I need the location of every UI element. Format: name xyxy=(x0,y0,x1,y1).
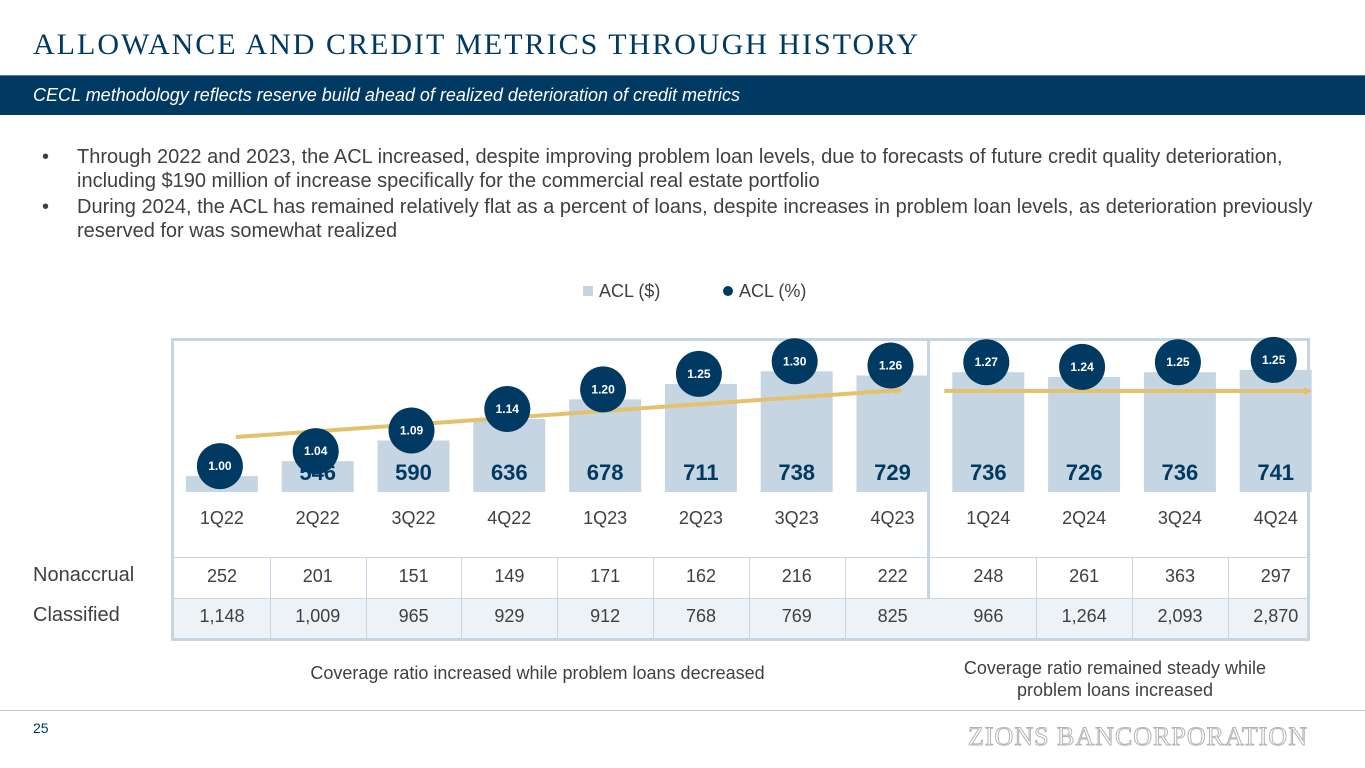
table-column-line xyxy=(1227,558,1229,638)
table-column-line xyxy=(269,558,271,638)
table-cell: 1,264 xyxy=(1061,606,1107,626)
table-row-band xyxy=(174,598,1307,638)
table-column-line xyxy=(557,558,559,638)
bullet-item: • Through 2022 and 2023, the ACL increas… xyxy=(42,145,1332,193)
bullet-item: • During 2024, the ACL has remained rela… xyxy=(42,195,1332,243)
subtitle-bar: CECL methodology reflects reserve build … xyxy=(0,75,1365,115)
table-cell: 261 xyxy=(1069,566,1100,586)
row-label-classified: Classified xyxy=(33,604,120,626)
legend-dot-icon xyxy=(723,286,733,296)
table-cell: 2,870 xyxy=(1253,606,1299,626)
page-title: ALLOWANCE AND CREDIT METRICS THROUGH HIS… xyxy=(33,28,921,61)
legend-square-icon xyxy=(583,286,593,296)
table-cell: 216 xyxy=(781,566,812,586)
table-column-line xyxy=(461,558,463,638)
table-column-line xyxy=(1132,558,1133,638)
table-cell: 149 xyxy=(494,566,525,586)
legend-item-acl-percent: ACL (%) xyxy=(723,281,806,302)
page-number: 25 xyxy=(33,720,49,736)
caption-right: Coverage ratio remained steady while pro… xyxy=(935,657,1295,701)
table-cell: 162 xyxy=(685,566,717,586)
table-cell: 248 xyxy=(973,566,1004,586)
table-cell: 151 xyxy=(398,566,429,586)
legend-label: ACL ($) xyxy=(599,281,661,301)
footer-divider xyxy=(0,710,1365,711)
table-divider xyxy=(174,598,1307,599)
zions-logo: ZIONS BANCORPORATION xyxy=(968,722,1308,752)
table-cell: 912 xyxy=(590,606,621,626)
table-cell: 1,009 xyxy=(295,606,341,626)
table-cell: 171 xyxy=(590,566,621,586)
table-cell: 363 xyxy=(1164,566,1196,586)
caption-right-line-1: Coverage ratio remained steady while xyxy=(963,658,1267,678)
bullet-text: During 2024, the ACL has remained relati… xyxy=(77,196,1313,242)
legend-label: ACL (%) xyxy=(739,281,807,301)
table-column-line xyxy=(653,558,654,638)
table-cell: 966 xyxy=(973,606,1004,626)
table-column-line xyxy=(844,558,846,638)
table-divider xyxy=(174,557,1307,558)
table-cell: 252 xyxy=(206,566,238,586)
table-cell: 1,148 xyxy=(199,606,245,626)
table-column-line xyxy=(365,558,367,638)
table-cell: 769 xyxy=(781,606,812,626)
table-cell: 929 xyxy=(494,606,525,626)
bullet-icon: • xyxy=(42,196,50,218)
row-label-nonaccrual: Nonaccrual xyxy=(33,564,135,586)
table-column-line xyxy=(748,558,750,638)
table-cell: 297 xyxy=(1260,566,1291,586)
caption-left: Coverage ratio increased while problem l… xyxy=(310,663,765,683)
table-column-line xyxy=(1036,558,1038,638)
table-cell: 222 xyxy=(877,566,908,586)
table-cell: 825 xyxy=(877,606,908,626)
chart-panel-2022-2023 xyxy=(171,338,932,641)
bullet-text: Through 2022 and 2023, the ACL increased… xyxy=(77,146,1283,192)
caption-right-line-2: problem loans increased xyxy=(1016,680,1214,700)
table-cell: 201 xyxy=(302,566,333,586)
subtitle: CECL methodology reflects reserve build … xyxy=(33,85,741,105)
legend-item-acl-dollar: ACL ($) xyxy=(583,281,660,302)
bullet-icon: • xyxy=(42,146,50,168)
table-cell: 2,093 xyxy=(1157,606,1203,626)
bullet-list: • Through 2022 and 2023, the ACL increas… xyxy=(42,145,1332,245)
chart-panel-2024 xyxy=(927,338,1310,641)
table-cell: 768 xyxy=(685,606,717,626)
table-cell: 965 xyxy=(398,606,429,626)
